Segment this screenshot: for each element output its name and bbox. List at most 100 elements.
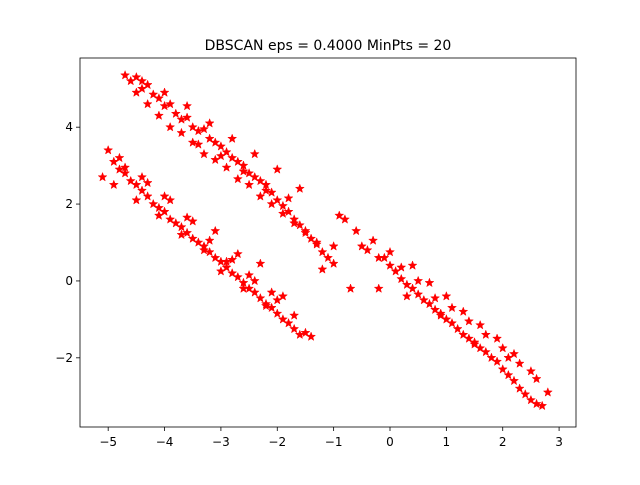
data-point bbox=[176, 127, 187, 138]
data-point bbox=[227, 254, 238, 265]
data-point bbox=[142, 98, 153, 109]
data-point bbox=[114, 152, 125, 163]
data-point bbox=[165, 98, 176, 109]
data-point bbox=[283, 192, 294, 203]
data-point bbox=[356, 241, 367, 251]
data-point bbox=[215, 141, 226, 151]
data-point bbox=[525, 365, 536, 376]
data-point bbox=[165, 121, 176, 132]
data-point bbox=[131, 179, 142, 190]
data-point bbox=[193, 237, 204, 247]
y-axis: −2 0 2 4 bbox=[55, 120, 80, 365]
data-point bbox=[401, 279, 412, 290]
data-point bbox=[103, 144, 114, 155]
data-point bbox=[306, 233, 317, 243]
data-point bbox=[153, 202, 164, 213]
data-point bbox=[148, 89, 159, 99]
data-point bbox=[384, 246, 396, 257]
data-point bbox=[514, 383, 525, 393]
x-tick-label: 0 bbox=[386, 435, 394, 449]
data-point bbox=[210, 252, 221, 263]
data-point bbox=[430, 304, 441, 315]
data-point bbox=[441, 314, 452, 324]
data-point bbox=[204, 118, 215, 128]
data-point bbox=[182, 112, 193, 122]
data-point bbox=[446, 317, 458, 328]
data-point bbox=[153, 110, 164, 120]
data-point bbox=[345, 283, 356, 293]
data-point bbox=[210, 137, 221, 147]
data-point bbox=[193, 139, 204, 149]
data-point bbox=[249, 171, 260, 182]
data-point bbox=[221, 262, 232, 272]
data-point bbox=[148, 198, 159, 209]
data-point bbox=[413, 289, 424, 299]
data-point bbox=[249, 148, 260, 159]
data-point bbox=[227, 267, 238, 278]
data-point bbox=[198, 123, 210, 134]
data-point bbox=[170, 108, 181, 119]
data-point bbox=[204, 133, 215, 144]
y-tick-label: −2 bbox=[55, 351, 73, 365]
data-point bbox=[328, 258, 339, 268]
data-point bbox=[266, 187, 277, 197]
data-point bbox=[317, 246, 328, 257]
data-point bbox=[221, 146, 232, 157]
data-point bbox=[153, 93, 164, 103]
data-point bbox=[317, 264, 328, 274]
data-point bbox=[215, 150, 226, 161]
data-point bbox=[373, 283, 384, 293]
data-point bbox=[187, 121, 198, 132]
x-tick-label: 3 bbox=[555, 435, 563, 449]
data-point bbox=[418, 294, 429, 305]
data-point bbox=[131, 194, 142, 205]
data-point bbox=[435, 308, 446, 318]
data-point bbox=[159, 206, 170, 217]
data-point bbox=[249, 287, 260, 297]
data-point bbox=[249, 275, 260, 286]
data-point bbox=[182, 212, 193, 222]
data-point bbox=[204, 235, 215, 245]
data-point bbox=[424, 298, 435, 309]
data-point bbox=[176, 221, 187, 232]
data-point bbox=[294, 183, 305, 193]
data-point bbox=[306, 331, 317, 341]
data-point bbox=[492, 356, 503, 366]
data-point bbox=[289, 323, 300, 334]
data-point bbox=[351, 225, 362, 236]
data-point bbox=[537, 400, 548, 411]
data-point bbox=[486, 352, 497, 363]
data-point bbox=[272, 194, 283, 205]
data-point bbox=[255, 292, 266, 303]
data-point bbox=[396, 262, 407, 272]
data-point bbox=[283, 317, 294, 328]
data-point bbox=[334, 210, 345, 220]
data-point bbox=[277, 200, 288, 211]
data-point bbox=[108, 179, 119, 190]
data-point bbox=[384, 260, 396, 270]
y-tick-label: 0 bbox=[65, 274, 73, 288]
data-point bbox=[446, 302, 458, 313]
data-point bbox=[131, 71, 142, 82]
data-point bbox=[379, 252, 390, 263]
data-point bbox=[182, 100, 193, 111]
data-point bbox=[215, 266, 226, 276]
data-point bbox=[441, 290, 452, 301]
data-point bbox=[120, 69, 131, 80]
data-point bbox=[401, 290, 412, 301]
data-point bbox=[153, 210, 164, 220]
x-tick-label: 1 bbox=[443, 435, 451, 449]
data-point bbox=[198, 148, 210, 159]
data-point bbox=[452, 323, 463, 334]
x-axis: −5 −4 −3 −2 −1 0 1 2 3 bbox=[99, 427, 563, 449]
data-point bbox=[480, 346, 491, 357]
chart-title: DBSCAN eps = 0.4000 MinPts = 20 bbox=[205, 38, 452, 54]
data-point bbox=[300, 327, 311, 338]
data-point bbox=[458, 306, 469, 316]
data-point bbox=[244, 179, 255, 190]
data-point bbox=[300, 227, 311, 238]
data-point bbox=[407, 283, 418, 293]
data-point bbox=[227, 152, 238, 163]
data-point bbox=[142, 177, 153, 188]
